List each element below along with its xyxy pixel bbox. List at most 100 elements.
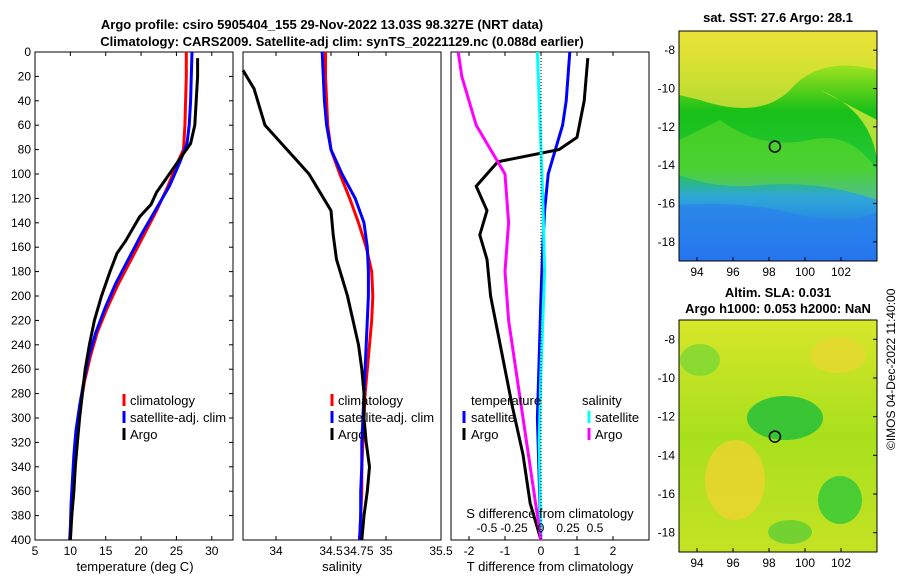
ytick-label: 180 (11, 265, 31, 279)
ytick-label: 240 (11, 338, 31, 352)
salinity-plot: 34 34.5 34.75 35 35.5 (241, 51, 453, 558)
xtick-label: 1 (574, 544, 581, 558)
ytick-label: 0 (24, 45, 31, 59)
sla-map-subtitle: Argo h1000: 0.053 h2000: NaN (685, 301, 871, 316)
series-line-argo (241, 69, 372, 541)
legend-label-satellite: satellite-adj. clim (130, 410, 226, 425)
map-ytick-label: -8 (664, 332, 675, 346)
ytick-label: 60 (18, 118, 32, 132)
difference-x2label: S difference from climatology (466, 506, 634, 521)
legend-title-temperature: temperature (471, 393, 541, 408)
salinity-xlabel: salinity (322, 559, 362, 574)
sla-map-title: Altim. SLA: 0.031 (725, 285, 831, 300)
xtick-label: 5 (32, 544, 39, 558)
legend-label-climatology: climatology (130, 393, 196, 408)
header-line-1: Argo profile: csiro 5905404_155 29-Nov-2… (101, 17, 543, 32)
map-xtick-label: 96 (726, 556, 740, 570)
temperature-axes (34, 51, 234, 541)
xtick-label: -1 (500, 544, 511, 558)
map-xtick-label: 94 (690, 556, 704, 570)
map-ytick-label: -14 (658, 158, 676, 172)
legend-label-t-argo: Argo (471, 427, 498, 442)
temperature-xlabel: temperature (deg C) (76, 559, 193, 574)
x2tick-label: 0.5 (587, 521, 604, 535)
xtick-label: 2 (610, 544, 617, 558)
xtick-label: 34 (269, 544, 283, 558)
sst-map-image (679, 31, 877, 261)
series-line-satellite-adj-clim (68, 51, 194, 541)
xtick-label: 20 (134, 544, 148, 558)
map-xtick-label: 102 (831, 556, 851, 570)
ytick-label: 80 (18, 143, 32, 157)
ytick-label: 40 (18, 94, 32, 108)
map-xtick-label: 100 (795, 556, 815, 570)
map-xtick-label: 102 (831, 265, 851, 279)
series-line-s-argo (456, 51, 543, 541)
map-ytick-label: -18 (658, 526, 676, 540)
ytick-label: 320 (11, 435, 31, 449)
xtick-label: 34.5 (319, 544, 343, 558)
ytick-label: 280 (11, 387, 31, 401)
sla-map-image (679, 320, 877, 552)
legend-label-argo: Argo (130, 427, 157, 442)
map-ytick-label: -10 (658, 82, 676, 96)
copyright-text: ©IMOS 04-Dec-2022 11:40:00 (884, 288, 898, 450)
sst-map-title: sat. SST: 27.6 Argo: 28.1 (703, 10, 853, 25)
difference-plot: -2 -1 0 1 2 -0.5 -0.25 0 0.25 0.5 (456, 51, 617, 558)
ytick-label: 360 (11, 484, 31, 498)
xtick-label: -2 (464, 544, 475, 558)
map-xtick-label: 96 (726, 265, 740, 279)
legend-label-s-satellite: satellite (595, 410, 639, 425)
salinity-axes (242, 51, 442, 541)
ytick-label: 220 (11, 313, 31, 327)
sst-map-ticks: 94 96 98 100 102 -8 -10 -12 -14 -16 -18 (658, 43, 877, 279)
x2tick-label: 0 (538, 521, 545, 535)
difference-legend: temperature salinity satellite Argo sate… (462, 393, 639, 442)
ytick-label: 400 (11, 533, 31, 547)
ytick-label: 100 (11, 167, 31, 181)
legend-title-salinity: salinity (582, 393, 622, 408)
sla-argo-marker (768, 430, 782, 443)
legend-label-t-satellite: satellite (471, 410, 515, 425)
sla-map-frame (678, 319, 878, 553)
ytick-label: 340 (11, 460, 31, 474)
ytick-label: 140 (11, 216, 31, 230)
map-ytick-label: -16 (658, 487, 676, 501)
x2tick-label: 0.25 (556, 521, 580, 535)
legend-label-climatology: climatology (338, 393, 404, 408)
series-line-t-argo (474, 57, 590, 541)
xtick-label: 30 (205, 544, 219, 558)
xtick-label: 10 (64, 544, 78, 558)
temperature-legend: climatology satellite-adj. clim Argo (122, 393, 226, 442)
ytick-label: 160 (11, 240, 31, 254)
ytick-label: 20 (18, 69, 32, 83)
ytick-label: 260 (11, 362, 31, 376)
map-ytick-label: -18 (658, 235, 676, 249)
map-xtick-label: 94 (690, 265, 704, 279)
sst-map-frame (678, 30, 878, 262)
series-line-climatology (324, 52, 375, 541)
sst-argo-marker (768, 140, 782, 153)
xtick-label: 0 (538, 544, 545, 558)
xtick-label: 35.5 (429, 544, 453, 558)
x2tick-label: -0.25 (500, 521, 528, 535)
map-xtick-label: 98 (762, 265, 776, 279)
legend-label-satellite: satellite-adj. clim (338, 410, 434, 425)
difference-axes (450, 51, 650, 541)
ytick-label: 200 (11, 289, 31, 303)
xtick-label: 15 (99, 544, 113, 558)
header-line-2: Climatology: CARS2009. Satellite-adj cli… (100, 34, 583, 49)
series-line-climatology (68, 52, 188, 541)
sla-map-ticks: 94 96 98 100 102 -8 -10 -12 -14 -16 -18 (658, 332, 877, 570)
series-line-satellite-adj-clim (320, 51, 370, 541)
map-ytick-label: -12 (658, 120, 676, 134)
ytick-label: 120 (11, 191, 31, 205)
ytick-label: 380 (11, 509, 31, 523)
xtick-label: 25 (170, 544, 184, 558)
x2tick-label: -0.5 (477, 521, 498, 535)
difference-xlabel: T difference from climatology (467, 559, 634, 574)
ytick-label: 300 (11, 411, 31, 425)
xtick-label: 35 (379, 544, 393, 558)
map-xtick-label: 98 (762, 556, 776, 570)
